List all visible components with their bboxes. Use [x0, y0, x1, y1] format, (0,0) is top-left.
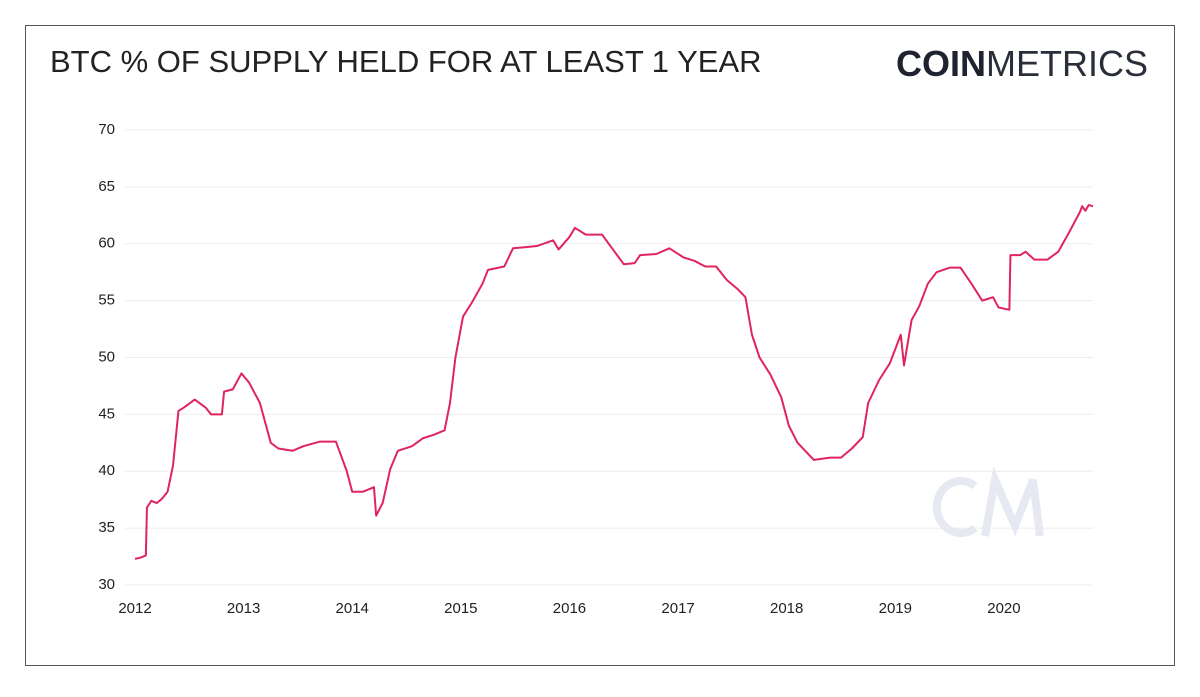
x-tick-label: 2017 — [661, 600, 694, 617]
y-tick-label: 50 — [98, 348, 115, 365]
y-tick-label: 60 — [98, 235, 115, 252]
x-tick-label: 2020 — [987, 600, 1020, 617]
y-tick-label: 35 — [98, 519, 115, 536]
x-tick-label: 2016 — [553, 600, 586, 617]
y-tick-label: 30 — [98, 576, 115, 593]
watermark-m — [981, 466, 1044, 537]
y-tick-label: 70 — [98, 121, 115, 138]
x-tick-label: 2014 — [336, 600, 369, 617]
x-tick-label: 2019 — [879, 600, 912, 617]
x-tick-label: 2018 — [770, 600, 803, 617]
brand-light: METRICS — [986, 43, 1148, 84]
y-tick-label: 45 — [98, 405, 115, 422]
data-line — [134, 204, 1094, 560]
x-tick-label: 2012 — [118, 600, 151, 617]
watermark — [932, 466, 1044, 537]
brand-logo: COINMETRICS — [896, 43, 1148, 84]
x-tick-label: 2013 — [227, 600, 260, 617]
brand-bold: COIN — [896, 43, 986, 84]
frame — [25, 25, 1175, 666]
y-tick-label: 40 — [98, 462, 115, 479]
watermark-c — [932, 477, 978, 537]
y-tick-label: 55 — [98, 292, 115, 309]
x-tick-label: 2015 — [444, 600, 477, 617]
y-tick-label: 65 — [98, 178, 115, 195]
chart-title: BTC % OF SUPPLY HELD FOR AT LEAST 1 YEAR — [50, 44, 762, 79]
